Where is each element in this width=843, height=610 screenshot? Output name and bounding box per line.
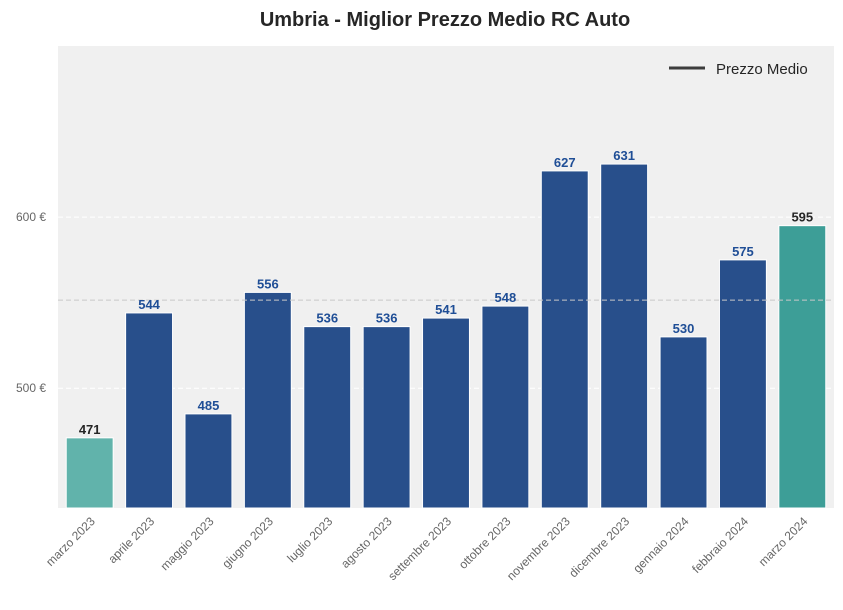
x-axis-ticks: marzo 2023 aprile 2023 maggio 2023 giugno 2… bbox=[43, 514, 811, 583]
x-tick-label: marzo 2023 bbox=[43, 514, 98, 569]
bar bbox=[659, 336, 708, 509]
y-axis-ticks: 500 € 600 € bbox=[16, 210, 46, 395]
x-tick-label: settembre 2023 bbox=[385, 514, 454, 583]
value-labels: 471 544 485 556 536 536 541 548 627 631 530 575 595 bbox=[79, 148, 813, 437]
bar-value-label: 627 bbox=[554, 155, 576, 170]
bar bbox=[65, 437, 114, 509]
bar bbox=[362, 326, 411, 509]
bar-value-label: 471 bbox=[79, 422, 101, 437]
bar-value-label: 541 bbox=[435, 302, 457, 317]
y-tick-label: 600 € bbox=[16, 210, 46, 224]
x-tick-label: febbraio 2024 bbox=[689, 514, 751, 576]
x-tick-label: marzo 2024 bbox=[756, 514, 811, 569]
bar-value-label: 530 bbox=[673, 321, 695, 336]
bar bbox=[481, 305, 530, 509]
bar bbox=[125, 312, 174, 509]
bar-value-label: 544 bbox=[138, 297, 160, 312]
legend: Prezzo Medio bbox=[669, 61, 808, 78]
bar-value-label: 595 bbox=[791, 210, 813, 225]
bar bbox=[422, 317, 470, 509]
bar-value-label: 556 bbox=[257, 276, 279, 291]
bar-value-label: 548 bbox=[495, 290, 517, 305]
chart-title: Umbria - Miglior Prezzo Medio RC Auto bbox=[260, 9, 630, 31]
x-tick-label: ottobre 2023 bbox=[456, 514, 514, 572]
bar-value-label: 536 bbox=[376, 311, 398, 326]
bar bbox=[778, 225, 827, 509]
x-tick-label: maggio 2023 bbox=[158, 514, 217, 573]
x-tick-label: luglio 2023 bbox=[284, 514, 335, 565]
bar bbox=[718, 259, 767, 509]
bar-value-label: 536 bbox=[316, 311, 338, 326]
y-tick-label: 500 € bbox=[16, 381, 46, 395]
bar-value-label: 485 bbox=[198, 398, 220, 413]
x-tick-label: giugno 2023 bbox=[219, 514, 276, 571]
bar bbox=[600, 163, 649, 509]
bars bbox=[65, 163, 827, 509]
x-tick-label: gennaio 2024 bbox=[630, 514, 692, 576]
bar-value-label: 631 bbox=[613, 148, 635, 163]
x-tick-label: dicembre 2023 bbox=[566, 514, 632, 580]
bar bbox=[243, 291, 292, 509]
x-tick-label: agosto 2023 bbox=[338, 514, 395, 571]
x-tick-label: novembre 2023 bbox=[504, 514, 573, 583]
x-tick-label: aprile 2023 bbox=[105, 514, 157, 566]
bar bbox=[540, 170, 589, 509]
bar bbox=[303, 326, 352, 509]
bar-value-label: 575 bbox=[732, 244, 754, 259]
bar bbox=[184, 413, 233, 509]
legend-label: Prezzo Medio bbox=[716, 61, 808, 78]
